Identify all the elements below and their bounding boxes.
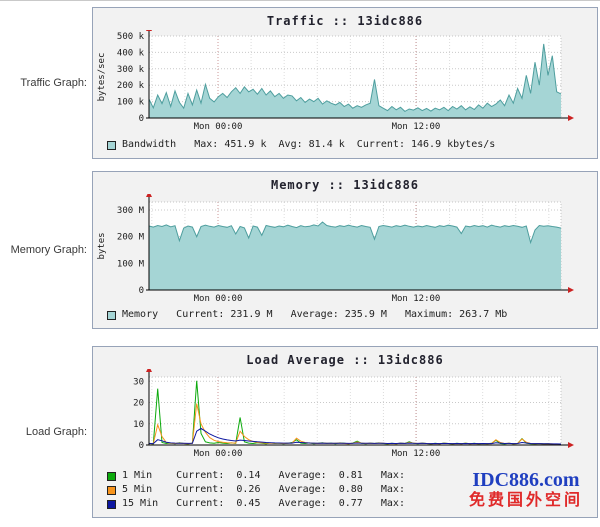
svg-text:bytes/sec: bytes/sec: [97, 53, 107, 102]
row-load: Load Graph: Load Average :: 13idc886 0 10…: [0, 346, 600, 518]
svg-text:100 k: 100 k: [117, 98, 145, 108]
row-memory: Memory Graph: Memory :: 13idc886 0 100 M 2…: [0, 171, 600, 329]
svg-text:Mon 12:00: Mon 12:00: [392, 449, 441, 459]
traffic-graph-panel: Traffic :: 13idc886 0 100 k 200 k 300 k 400 …: [92, 7, 598, 159]
svg-text:Mon 00:00: Mon 00:00: [194, 122, 243, 132]
legend-swatch: [107, 471, 116, 481]
traffic-chart-title: Traffic :: 13idc886: [266, 14, 424, 28]
memory-chart-canvas: 0 100 M 200 M 300 M Mon 00:00 Mon 12:00 bytes: [97, 194, 574, 304]
legend-row: 5 Min Current: 0.26 Average: 0.80 Max:: [107, 483, 597, 497]
svg-text:0: 0: [139, 286, 144, 296]
svg-text:Mon 00:00: Mon 00:00: [194, 294, 243, 304]
svg-text:Mon 12:00: Mon 12:00: [392, 122, 441, 132]
legend-swatch: [107, 140, 116, 150]
traffic-graph-label: Traffic Graph:: [20, 77, 87, 89]
legend-row: 15 Min Current: 0.45 Average: 0.77 Max:: [107, 497, 597, 511]
traffic-chart-canvas: 0 100 k 200 k 300 k 400 k 500 k Mon 00:00 Mon 1…: [97, 30, 574, 132]
svg-text:30: 30: [133, 377, 144, 387]
row-traffic: Traffic Graph: Traffic :: 13idc886 0 100 …: [0, 7, 600, 159]
load-graph-label: Load Graph:: [25, 426, 87, 438]
svg-text:Mon 12:00: Mon 12:00: [392, 294, 441, 304]
svg-text:300 k: 300 k: [117, 65, 145, 75]
legend-text: 5 Min Current: 0.26 Average: 0.80 Max:: [122, 484, 405, 495]
memory-graph-label: Memory Graph:: [10, 244, 87, 256]
svg-text:100 M: 100 M: [117, 259, 145, 269]
load-chart-legend: 1 Min Current: 0.14 Average: 0.81 Max: 5 …: [93, 469, 597, 511]
svg-text:bytes: bytes: [97, 232, 107, 259]
load-chart-canvas: 0 10 20 30 Mon 00:00 Mon 12:00: [133, 369, 574, 459]
svg-text:500 k: 500 k: [117, 32, 145, 42]
svg-text:10: 10: [133, 420, 144, 430]
memory-chart-title: Memory :: 13idc886: [270, 178, 420, 192]
legend-text: 15 Min Current: 0.45 Average: 0.77 Max:: [122, 498, 405, 509]
legend-text: 1 Min Current: 0.14 Average: 0.81 Max:: [122, 470, 405, 481]
load-chart-title: Load Average :: 13idc886: [246, 353, 444, 367]
svg-text:300 M: 300 M: [117, 206, 145, 216]
svg-text:400 k: 400 k: [117, 48, 145, 58]
svg-text:200 M: 200 M: [117, 233, 145, 243]
legend-text: Memory Current: 231.9 M Average: 235.9 M…: [122, 309, 508, 320]
legend-swatch: [107, 485, 116, 495]
legend-row: 1 Min Current: 0.14 Average: 0.81 Max:: [107, 469, 597, 483]
traffic-chart-legend: Bandwidth Max: 451.9 k Avg: 81.4 k Curre…: [93, 138, 597, 152]
svg-text:20: 20: [133, 399, 144, 409]
memory-chart-legend: Memory Current: 231.9 M Average: 235.9 M…: [93, 308, 597, 322]
svg-text:0: 0: [139, 441, 144, 451]
svg-text:0: 0: [139, 114, 144, 124]
legend-row: Bandwidth Max: 451.9 k Avg: 81.4 k Curre…: [107, 138, 597, 152]
legend-swatch: [107, 310, 116, 320]
svg-text:Mon 00:00: Mon 00:00: [194, 449, 243, 459]
legend-text: Bandwidth Max: 451.9 k Avg: 81.4 k Curre…: [122, 139, 496, 150]
svg-text:200 k: 200 k: [117, 81, 145, 91]
legend-row: Memory Current: 231.9 M Average: 235.9 M…: [107, 308, 597, 322]
legend-swatch: [107, 499, 116, 509]
